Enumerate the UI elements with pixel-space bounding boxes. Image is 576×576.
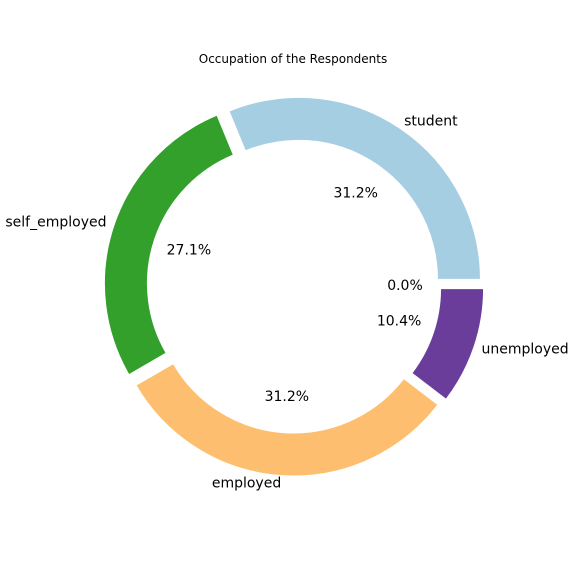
slice-unemployed (411, 288, 485, 401)
slice-label-self_employed: self_employed (5, 214, 106, 230)
pct-label-employed: 31.2% (265, 389, 309, 405)
slice-student (228, 96, 481, 280)
pct-label-self_employed: 27.1% (167, 242, 211, 258)
labels-group: student 31.2% self_employed 27.1% employed 31… (5, 113, 568, 491)
slice-label-unemployed: unemployed (482, 342, 569, 358)
pct-label-item-4: 0.0% (387, 278, 423, 294)
slices-group (103, 96, 485, 477)
slice-label-student: student (404, 113, 458, 129)
slice-label-employed: employed (212, 476, 281, 492)
slice-employed (135, 362, 439, 477)
pct-label-student: 31.2% (333, 186, 377, 202)
pct-label-unemployed: 10.4% (377, 314, 421, 330)
slice-self_employed (103, 114, 235, 376)
chart-title: Occupation of the Respondents (199, 52, 387, 66)
